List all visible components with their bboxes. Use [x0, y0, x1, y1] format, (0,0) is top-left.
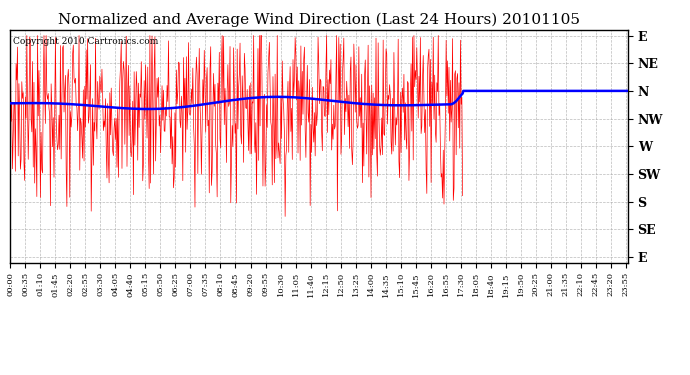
Text: Copyright 2010 Cartronics.com: Copyright 2010 Cartronics.com: [13, 37, 159, 46]
Title: Normalized and Average Wind Direction (Last 24 Hours) 20101105: Normalized and Average Wind Direction (L…: [58, 13, 580, 27]
